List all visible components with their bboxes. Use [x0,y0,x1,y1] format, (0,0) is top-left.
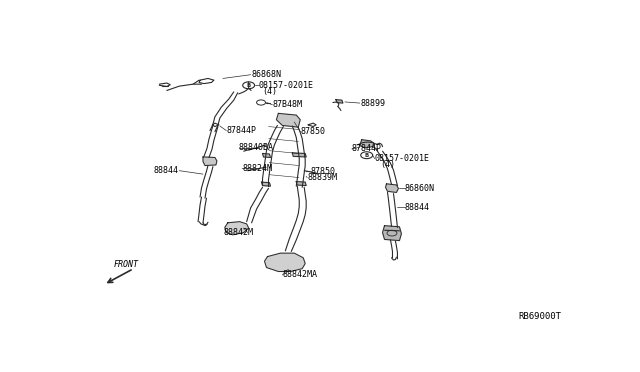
Polygon shape [264,253,305,272]
Text: B: B [246,83,251,88]
Text: B: B [365,153,369,158]
Polygon shape [262,182,271,186]
Polygon shape [336,100,343,103]
Text: 88899: 88899 [360,99,385,108]
Text: 08157-0201E: 08157-0201E [374,154,429,163]
Text: RB69000T: RB69000T [518,312,561,321]
Text: 88824M: 88824M [242,164,272,173]
Text: 86860N: 86860N [405,184,435,193]
Polygon shape [262,154,271,157]
Text: 08157-0201E: 08157-0201E [259,81,314,90]
Text: (4): (4) [262,87,278,96]
Polygon shape [385,184,399,192]
Polygon shape [360,140,374,148]
Polygon shape [383,226,401,241]
Text: 87844P: 87844P [227,126,256,135]
Text: 88844: 88844 [405,203,430,212]
Text: 88844: 88844 [154,166,179,175]
Text: 88840BA: 88840BA [239,143,274,152]
Polygon shape [276,113,300,127]
Text: 88842M: 88842M [224,228,254,237]
Text: 87850: 87850 [300,127,325,136]
Text: 87850: 87850 [310,167,335,176]
Text: 87B48M: 87B48M [273,100,303,109]
Polygon shape [292,153,306,157]
Polygon shape [225,222,249,235]
Polygon shape [203,157,217,166]
Text: 87844P: 87844P [352,144,382,153]
Text: FRONT: FRONT [113,260,138,269]
Text: 88839M: 88839M [307,173,337,182]
Text: 88842MA: 88842MA [282,270,317,279]
Text: (4): (4) [381,160,396,169]
Text: 86868N: 86868N [251,70,281,79]
Polygon shape [296,182,306,186]
